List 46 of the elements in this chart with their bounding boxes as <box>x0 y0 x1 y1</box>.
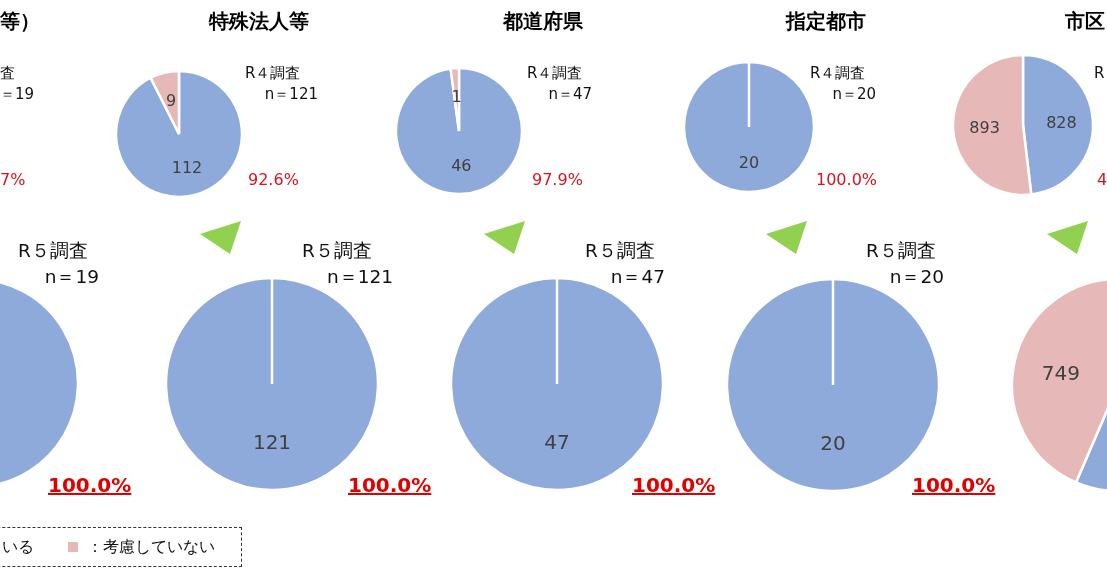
text: R４調査 <box>810 64 866 82</box>
data-label: 112 <box>171 158 203 178</box>
text: R５調査 <box>866 239 936 263</box>
data-label: 1 <box>451 86 462 106</box>
data-label: 9 <box>165 90 177 110</box>
text: 100.0% <box>348 473 432 497</box>
text: R <box>1094 64 1105 82</box>
slice-label: いる <box>2 536 34 558</box>
text: 100.0% <box>48 473 132 497</box>
chart-title: 市区 <box>1065 10 1105 34</box>
text: n＝121 <box>264 85 318 103</box>
data-label: 20 <box>820 431 846 456</box>
text: 等） <box>0 10 40 34</box>
text: 7% <box>0 170 26 190</box>
text: n＝121 <box>326 265 393 289</box>
data-label: 893 <box>969 117 1000 137</box>
pie-slice <box>394 66 524 196</box>
data-label: 828 <box>1046 113 1077 133</box>
text: n＝19 <box>44 265 99 289</box>
text: 97.9% <box>532 170 583 190</box>
chart-title: 指定都市 <box>786 10 866 34</box>
data-label: 47 <box>544 430 570 455</box>
text: R４調査 <box>527 64 583 82</box>
pie-slice <box>114 69 244 199</box>
text: ＝19 <box>0 85 35 103</box>
data-label: 20 <box>738 153 760 173</box>
text: 査 <box>0 64 15 82</box>
text: 92.6% <box>248 170 299 190</box>
data-label: 749 <box>1041 361 1080 386</box>
chart-title: 特殊法人等 <box>209 10 309 34</box>
text: n＝47 <box>548 85 592 103</box>
text: R５調査 <box>302 239 372 263</box>
legend-label: ：考慮していない <box>87 536 215 558</box>
text: 4 <box>1097 170 1107 190</box>
text: n＝20 <box>832 85 876 103</box>
text: n＝47 <box>610 265 665 289</box>
text: n＝20 <box>889 265 944 289</box>
text: R５調査 <box>18 239 88 263</box>
chart-title: 都道府県 <box>503 10 583 34</box>
text: R５調査 <box>585 239 655 263</box>
text: 100.0% <box>912 473 996 497</box>
text: 100.0% <box>632 473 716 497</box>
text: 100.0% <box>816 170 878 190</box>
data-label: 46 <box>451 156 472 176</box>
data-label: 121 <box>252 430 292 455</box>
text: R４調査 <box>245 64 301 82</box>
